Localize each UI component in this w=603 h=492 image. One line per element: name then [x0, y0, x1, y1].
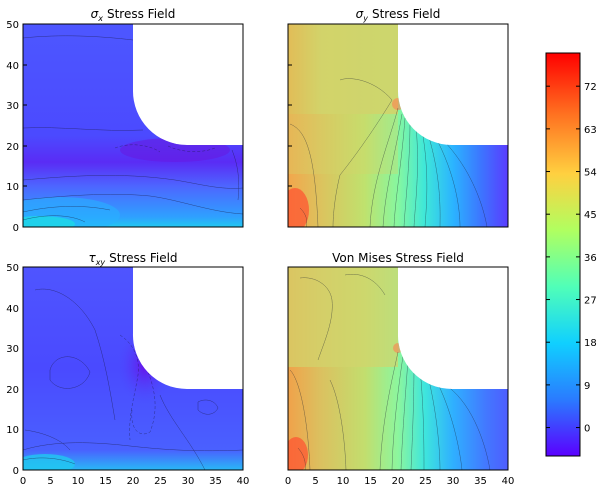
axes-frame: [287, 23, 509, 228]
x-tick-label: 15: [364, 476, 377, 487]
colorbar-frame: [545, 52, 581, 457]
colorbar-ticks: 0 9 18 27 36 45 54 63 72: [546, 82, 597, 435]
x-tick-label: 5: [47, 476, 53, 487]
contour-lines: [23, 288, 243, 470]
y-tick-label: 0: [13, 466, 19, 477]
colorbar-tick-label: 9: [584, 381, 590, 392]
title-math-subscript: xy: [95, 258, 106, 267]
y-tick-label: 10: [6, 182, 19, 193]
axes-frame: [22, 23, 244, 228]
x-tick-label: 15: [99, 476, 112, 487]
y-tick-label: 30: [6, 344, 19, 355]
y-tick-label: 50: [6, 263, 19, 274]
colorbar-tick-label: 36: [584, 253, 597, 264]
title-text: Stress Field: [372, 7, 440, 21]
panel-title-sigma-y: σy Stress Field: [356, 7, 441, 23]
heatmap-tau-xy: [23, 267, 243, 470]
contour-lines: [289, 78, 488, 227]
title-text: Stress Field: [109, 251, 177, 265]
colorbar-tick-label: 0: [584, 424, 590, 435]
y-tick-label: 20: [6, 385, 19, 396]
panel-tau-xy: τxy Stress Field 0 10 20 30 40: [6, 251, 249, 487]
y-tick-label: 0: [13, 223, 19, 234]
title-math-symbol: σ: [356, 7, 364, 21]
x-tick-label: 35: [474, 476, 487, 487]
colorbar-tick-label: 27: [584, 296, 597, 307]
x-axis-ticks: 0 5 10 15 20 25 30 35 40: [285, 476, 515, 487]
title-math-symbol: σ: [91, 7, 99, 21]
x-tick-label: 40: [502, 476, 515, 487]
panel-sigma-y: σy Stress Field: [287, 7, 509, 228]
y-tick-label: 40: [6, 61, 19, 72]
title-math-symbol: τ: [88, 251, 96, 265]
x-tick-label: 5: [312, 476, 318, 487]
title-math-subscript: x: [97, 14, 103, 23]
y-tick-label: 40: [6, 304, 19, 315]
x-tick-label: 10: [337, 476, 350, 487]
colorbar-tick-label: 72: [584, 82, 597, 93]
panel-title-sigma-x: σx Stress Field: [91, 7, 176, 23]
panel-sigma-x: σx Stress Field: [6, 7, 244, 234]
x-tick-label: 0: [20, 476, 26, 487]
x-tick-label: 0: [285, 476, 291, 487]
colorbar-tick-label: 18: [584, 338, 597, 349]
colorbar: 0 9 18 27 36 45 54 63 72: [545, 52, 597, 457]
y-tick-label: 10: [6, 425, 19, 436]
colorbar-tick-label: 63: [584, 125, 597, 136]
colorbar-tick-label: 45: [584, 210, 597, 221]
heatmap-sigma-y: [288, 24, 508, 227]
y-tick-label: 50: [6, 20, 19, 31]
contour-lines: [23, 35, 243, 223]
y-axis-ticks: 0 10 20 30 40 50: [6, 20, 27, 234]
x-tick-label: 20: [127, 476, 140, 487]
x-tick-label: 25: [154, 476, 167, 487]
heatmap-von-mises: [288, 267, 508, 470]
title-text: Stress Field: [107, 7, 175, 21]
y-axis-ticks: [288, 64, 292, 187]
x-tick-label: 10: [72, 476, 85, 487]
y-tick-label: 20: [6, 142, 19, 153]
x-tick-label: 35: [209, 476, 222, 487]
colorbar-tick-label: 54: [584, 168, 597, 179]
y-tick-label: 30: [6, 101, 19, 112]
x-tick-label: 30: [447, 476, 460, 487]
x-tick-label: 20: [392, 476, 405, 487]
panel-von-mises: Von Mises Stress Field: [285, 251, 515, 487]
axes-frame: [287, 266, 509, 471]
axes-frame: [22, 266, 244, 471]
x-tick-label: 25: [419, 476, 432, 487]
x-tick-label: 30: [182, 476, 195, 487]
panel-title-von-mises: Von Mises Stress Field: [332, 251, 464, 265]
heatmap-sigma-x: [23, 24, 243, 227]
y-axis-ticks: 0 10 20 30 40 50: [6, 263, 19, 477]
colorbar-gradient: [546, 53, 580, 456]
title-math-subscript: y: [362, 14, 368, 23]
x-tick-label: 40: [237, 476, 250, 487]
x-axis-ticks: 0 5 10 15 20 25 30 35 40: [20, 476, 250, 487]
panel-title-tau-xy: τxy Stress Field: [88, 251, 177, 267]
